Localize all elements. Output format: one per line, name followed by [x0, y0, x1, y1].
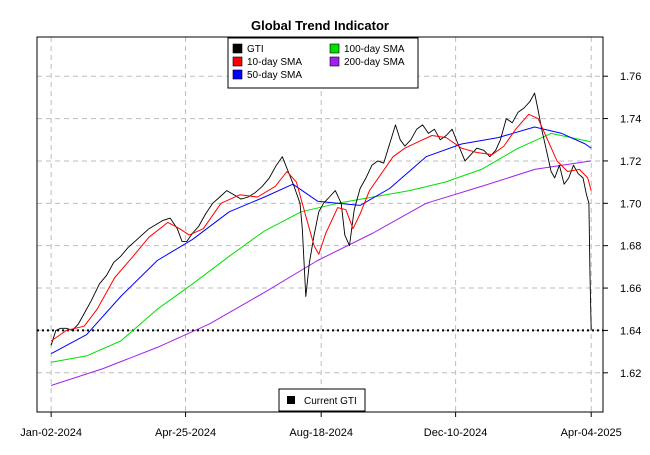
y-tick-label: 1.62: [620, 368, 641, 380]
legend-swatch-sma200: [329, 56, 340, 67]
legend-label-sma100: 100-day SMA: [344, 44, 405, 55]
y-tick-label: 1.66: [620, 283, 641, 295]
sma100-line: [51, 132, 592, 363]
legend-swatch-sma10: [232, 56, 243, 67]
legend-box: [227, 37, 419, 89]
x-tick-label: Apr-04-2025: [561, 427, 622, 439]
x-tick-label: Dec-10-2024: [424, 427, 488, 439]
y-tick-label: 1.70: [620, 198, 641, 210]
x-tick-label: Apr-25-2024: [155, 427, 216, 439]
y-tick-label: 1.74: [620, 114, 641, 126]
plot-frame: [36, 36, 604, 413]
current-gti-legend: Current GTI: [278, 388, 366, 412]
y-tick-label: 1.64: [620, 325, 641, 337]
current-gti-legend-label: Current GTI: [304, 396, 357, 407]
sma10-line: [50, 113, 592, 342]
sma50-line: [50, 126, 592, 355]
y-tick-label: 1.68: [620, 241, 641, 253]
legend-label-sma50: 50-day SMA: [247, 70, 302, 81]
y-tick-label: 1.76: [620, 71, 641, 83]
x-tick-label: Jan-02-2024: [20, 427, 82, 439]
sma200-line: [50, 160, 592, 386]
legend-swatch-sma50: [232, 69, 243, 80]
legend-swatch-gti: [232, 43, 243, 54]
current-gti-legend-swatch: [287, 396, 295, 404]
current-gti-legend-box: [278, 388, 366, 412]
legend: GTI 10-day SMA 50-day SMA 100-day SMA 20…: [227, 37, 419, 89]
legend-label-gti: GTI: [247, 44, 264, 55]
grid-layer: [37, 37, 603, 412]
axis-layer: Jan-02-2024 Apr-25-2024 Aug-18-2024 Dec-10-…: [20, 71, 641, 439]
x-tick-label: Aug-18-2024: [289, 427, 353, 439]
legend-swatch-sma100: [329, 43, 340, 54]
y-tick-label: 1.72: [620, 156, 641, 168]
legend-label-sma200: 200-day SMA: [344, 57, 405, 68]
legend-label-sma10: 10-day SMA: [247, 57, 302, 68]
chart-title: Global Trend Indicator: [251, 18, 389, 33]
series-layer: [50, 92, 592, 386]
gti-line: [50, 92, 592, 346]
